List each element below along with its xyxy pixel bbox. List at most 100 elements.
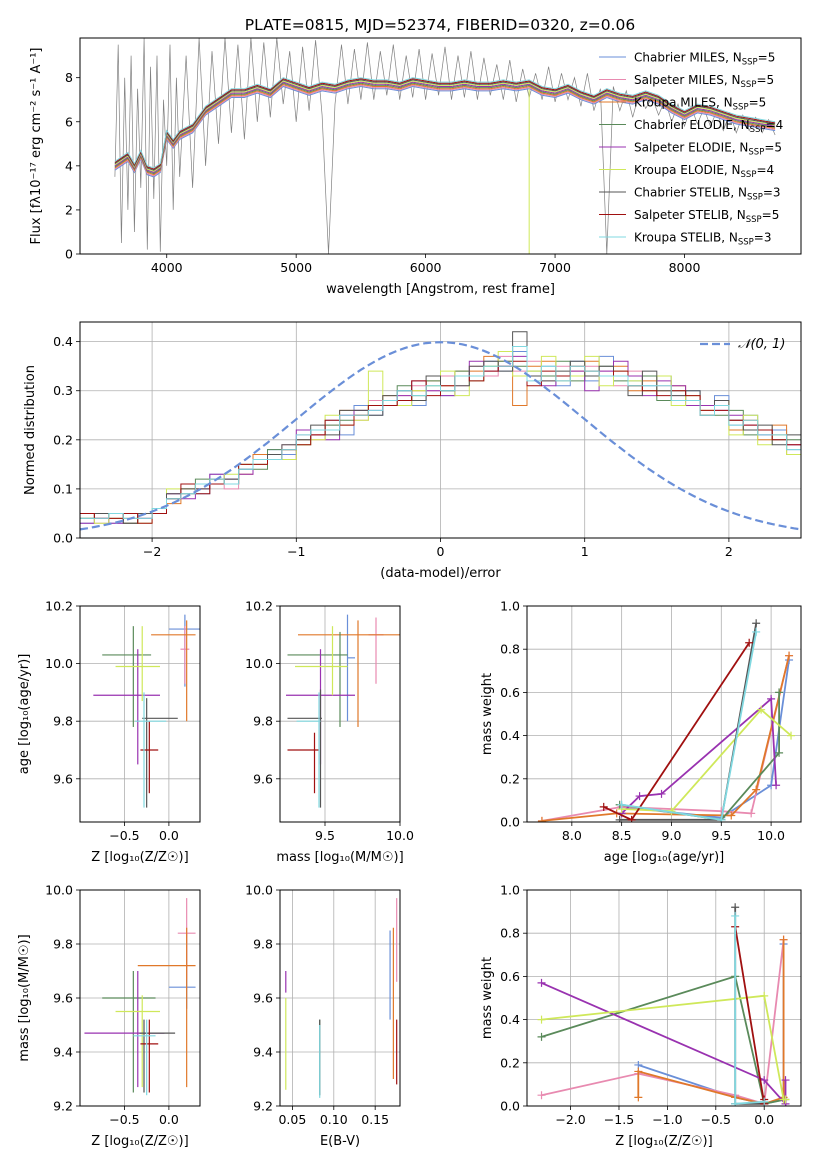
legend-label-main: Salpeter ELODIE, N (634, 141, 748, 155)
marker-plus (760, 1097, 769, 1106)
y-tick-label: 9.2 (53, 1099, 73, 1114)
model-fit-line (114, 83, 776, 176)
observed-spectrum-line (114, 38, 776, 254)
y-tick-label: 0.2 (500, 771, 520, 786)
marker-plus (775, 688, 784, 697)
y-tick-label: 0.4 (500, 1012, 520, 1027)
legend-label-tail: =5 (764, 141, 782, 155)
age-vs-mass-panel-plot-area (286, 614, 400, 808)
legend-label-subscript: SSP (750, 125, 766, 135)
marker-plus (781, 1095, 790, 1104)
y-tick-label: 1.0 (500, 883, 520, 898)
legend-label-tail: =4 (766, 118, 784, 132)
legend-entry-label: Salpeter MILES, NSSP=5 (634, 73, 774, 90)
legend-entry-label: Salpeter STELIB, NSSP=5 (634, 208, 779, 225)
histogram-step-line (80, 331, 801, 524)
marker-plus (731, 911, 740, 920)
marker-plus (760, 991, 769, 1000)
x-tick-label: −1.0 (652, 1112, 682, 1127)
legend-label-main: Kroupa MILES, N (634, 96, 733, 110)
figure-title: PLATE=0815, MJD=52374, FIBERID=0320, z=0… (245, 16, 635, 34)
panels: 4000 5000 6000 7000 8000 0 2 4 6 8 wavelength [Ang… (17, 37, 802, 1149)
x-axis-label: Z [log₁₀(Z/Z☉)] (615, 1134, 712, 1149)
y-tick-label: 9.4 (53, 1045, 73, 1060)
y-tick-label: 0.3 (53, 383, 73, 398)
x-tick-label: 6000 (410, 260, 442, 275)
x-tick-label: 10.0 (757, 828, 785, 843)
x-tick-label: 8000 (669, 260, 701, 275)
y-tick-label: 10.0 (45, 656, 73, 671)
x-tick-label: 0.10 (320, 1112, 348, 1127)
x-tick-label: −0.5 (701, 1112, 731, 1127)
y-tick-label: 9.8 (53, 714, 73, 729)
x-tick-label: 10.0 (386, 828, 414, 843)
y-tick-label: 9.6 (53, 991, 73, 1006)
y-tick-label: 0.4 (53, 334, 73, 349)
model-fit-line (114, 85, 776, 178)
marker-plus (779, 935, 788, 944)
legend-label-subscript: SSP (741, 80, 757, 90)
marker-plus (537, 816, 546, 822)
y-tick-label: 0.0 (500, 815, 520, 830)
axes-frame (279, 889, 401, 1107)
x-tick-label: 8.5 (612, 828, 632, 843)
x-tick-label: 4000 (151, 260, 183, 275)
marker-plus (537, 1032, 546, 1041)
axes-frame (279, 605, 401, 823)
legend-label-subscript: SSP (742, 58, 758, 68)
x-tick-label: −2 (143, 544, 161, 559)
age-vs-metallicity-panel-plot-area (93, 614, 200, 808)
legend-label-subscript: SSP (747, 193, 763, 203)
y-tick-label: 0 (65, 247, 73, 262)
x-tick-label: 5000 (280, 260, 312, 275)
x-axis-label: Z [log₁₀(Z/Z☉)] (91, 850, 188, 865)
legend-label-subscript: SSP (741, 170, 757, 180)
y-axis-label: mass weight (480, 673, 495, 755)
x-tick-label: 0.15 (361, 1112, 389, 1127)
marker-plus (634, 1067, 643, 1076)
histogram-plot-area (80, 331, 801, 531)
y-tick-label: 9.8 (53, 937, 73, 952)
mass-weight-vs-metallicity-panel-plot-area (537, 903, 790, 1106)
legend-label-tail: =5 (749, 96, 767, 110)
y-tick-label: 8 (65, 70, 73, 85)
x-tick-label: 0.0 (159, 1112, 179, 1127)
x-tick-label: 0 (437, 544, 445, 559)
y-tick-label: 9.2 (253, 1099, 273, 1114)
x-tick-label: 0.0 (754, 1112, 774, 1127)
x-tick-label: −1.5 (604, 1112, 634, 1127)
y-axis-label: mass [log₁₀(M/M☉)] (17, 934, 32, 1061)
legend-label-subscript: SSP (746, 215, 762, 225)
y-tick-label: 9.6 (253, 991, 273, 1006)
marker-plus (717, 807, 726, 816)
legend-label-main: Kroupa STELIB, N (634, 231, 738, 245)
legend-label-main: Chabrier ELODIE, N (634, 118, 750, 132)
mass-weight-line (541, 975, 786, 1105)
marker-plus (599, 802, 608, 811)
y-tick-label: 10.2 (45, 599, 73, 614)
marker-plus (752, 627, 761, 636)
y-tick-label: 9.4 (253, 1045, 273, 1060)
axes-frame (79, 37, 802, 255)
marker-plus (767, 694, 776, 703)
legend-entry-label: Chabrier STELIB, NSSP=3 (634, 186, 781, 203)
y-tick-label: 0.6 (500, 685, 520, 700)
y-tick-label: 10.0 (245, 656, 273, 671)
x-axis-label: mass [log₁₀(M/M☉)] (276, 850, 403, 865)
axes-frame (526, 889, 802, 1107)
marker-plus (731, 1099, 740, 1106)
marker-plus (635, 792, 644, 801)
marker-plus (657, 789, 666, 798)
legend-entry-label: Kroupa STELIB, NSSP=3 (634, 231, 772, 248)
y-axis-label: mass weight (480, 957, 495, 1039)
model-fit-line (114, 78, 776, 170)
x-tick-label: 9.5 (711, 828, 731, 843)
legend-label-subscript: SSP (738, 238, 754, 248)
marker-plus (787, 731, 796, 740)
legend-label-tail: =3 (763, 186, 781, 200)
y-tick-label: 0.1 (53, 481, 73, 496)
axes-frame (526, 605, 802, 823)
x-tick-label: 1 (581, 544, 589, 559)
legend-label-subscript: SSP (748, 148, 764, 158)
marker-plus (745, 638, 754, 647)
